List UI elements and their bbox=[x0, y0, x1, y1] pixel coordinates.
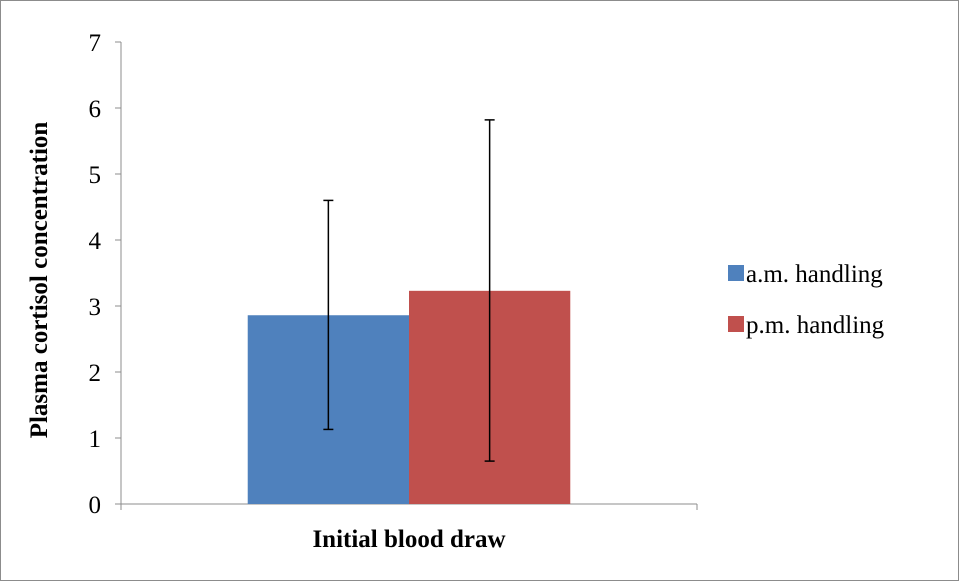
y-tick-label: 5 bbox=[89, 162, 102, 189]
y-tick-label: 6 bbox=[89, 96, 102, 123]
error-bars bbox=[323, 119, 495, 462]
legend-label: a.m. handling bbox=[746, 261, 883, 288]
bars bbox=[247, 290, 571, 504]
legend-label: p.m. handling bbox=[746, 312, 885, 339]
legend: a.m. handling p.m. handling bbox=[728, 261, 885, 339]
y-tick-label: 3 bbox=[89, 294, 102, 321]
legend-swatch bbox=[728, 265, 744, 281]
y-tick-label: 2 bbox=[89, 360, 102, 387]
y-tick-label: 0 bbox=[89, 492, 102, 519]
y-tick-label: 1 bbox=[89, 426, 102, 453]
y-tick-label: 4 bbox=[89, 228, 102, 255]
y-tick-label: 7 bbox=[89, 30, 102, 57]
x-axis: Initial blood draw bbox=[120, 503, 698, 553]
y-axis-title: Plasma cortisol concentration bbox=[26, 122, 53, 439]
x-category-label: Initial blood draw bbox=[312, 526, 505, 553]
y-axis: 0 1 2 3 4 5 6 7 bbox=[89, 30, 122, 519]
legend-swatch bbox=[728, 316, 744, 332]
